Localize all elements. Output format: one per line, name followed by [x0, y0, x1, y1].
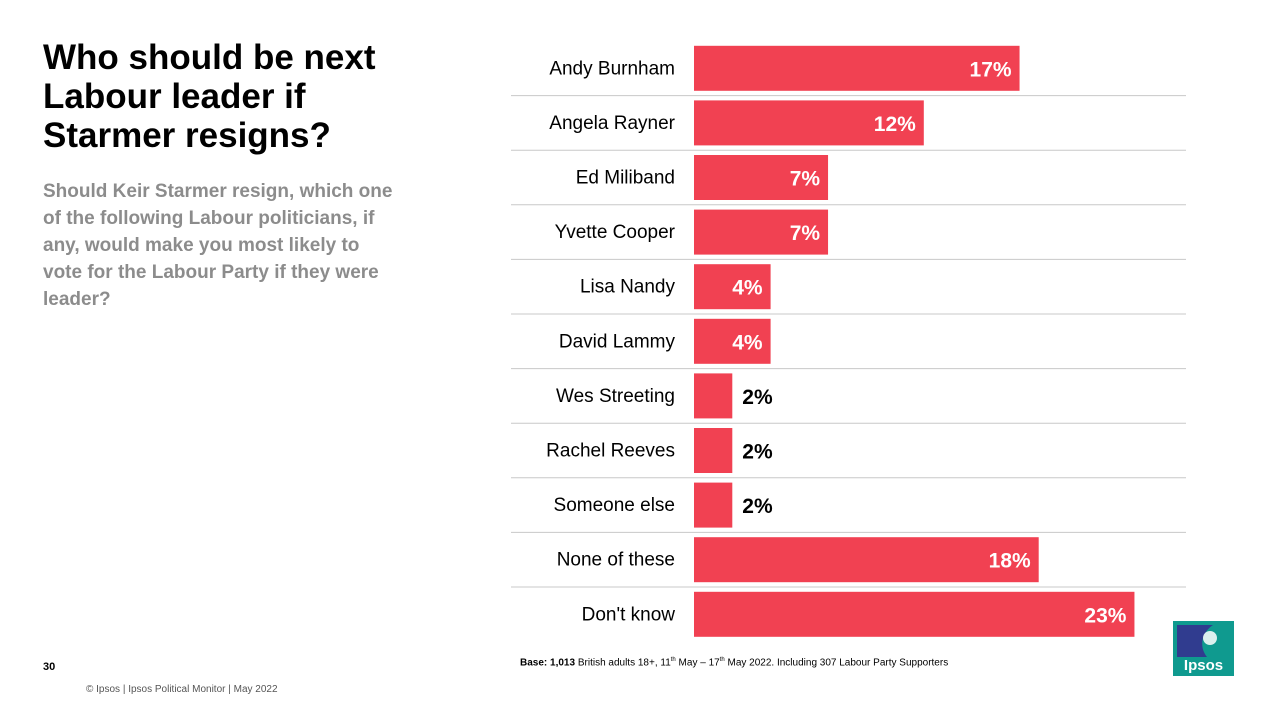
- base-text-3: May 2022. Including 307 Labour Party Sup…: [724, 657, 949, 669]
- category-label: Someone else: [554, 495, 675, 516]
- logo-text: Ipsos: [1184, 657, 1223, 674]
- page-number: 30: [43, 661, 56, 673]
- base-text-2: May – 17: [675, 657, 720, 669]
- logo-accent: [1177, 625, 1213, 657]
- value-label: 2%: [742, 441, 773, 464]
- value-label: 4%: [732, 277, 763, 300]
- base-note: Base: 1,013 British adults 18+, 11th May…: [520, 657, 948, 668]
- category-label: Don't know: [582, 604, 676, 625]
- value-label: 2%: [742, 386, 773, 409]
- value-label: 12%: [874, 113, 916, 136]
- category-label: None of these: [557, 550, 675, 571]
- category-label: David Lammy: [559, 331, 676, 352]
- bar: [694, 209, 829, 255]
- bar: [694, 264, 771, 310]
- base-text-1: British adults 18+, 11: [575, 657, 671, 669]
- bar: [694, 373, 733, 419]
- category-label: Andy Burnham: [549, 58, 675, 79]
- logo-head-icon: [1203, 631, 1217, 645]
- category-label: Wes Streeting: [556, 386, 675, 407]
- value-label: 7%: [790, 222, 821, 245]
- bar: [694, 482, 733, 528]
- bar: [694, 591, 1135, 637]
- page-title: Who should be next Labour leader if Star…: [43, 38, 376, 155]
- value-label: 23%: [1084, 604, 1126, 627]
- bar: [694, 318, 771, 364]
- value-label: 4%: [732, 331, 763, 354]
- category-label: Lisa Nandy: [580, 277, 676, 298]
- base-sup-1: th: [670, 657, 676, 663]
- category-label: Rachel Reeves: [546, 441, 675, 462]
- base-label: Base:: [520, 657, 548, 669]
- footer-text: © Ipsos | Ipsos Political Monitor | May …: [86, 684, 278, 695]
- value-label: 18%: [989, 550, 1031, 573]
- category-label: Ed Miliband: [576, 168, 675, 189]
- ipsos-logo: Ipsos: [1173, 621, 1234, 676]
- bar: [694, 428, 733, 473]
- value-label: 7%: [790, 168, 821, 191]
- question-text: Should Keir Starmer resign, which one of…: [43, 181, 393, 310]
- category-label: Angela Rayner: [549, 113, 675, 134]
- value-label: 17%: [970, 58, 1012, 81]
- category-label: Yvette Cooper: [555, 222, 676, 243]
- value-label: 2%: [742, 495, 773, 518]
- base-count: 1,013: [550, 657, 576, 669]
- bar: [694, 100, 924, 146]
- bar: [694, 537, 1039, 583]
- base-sup-2: th: [719, 657, 725, 663]
- bar: [694, 45, 1020, 91]
- bar: [694, 155, 829, 200]
